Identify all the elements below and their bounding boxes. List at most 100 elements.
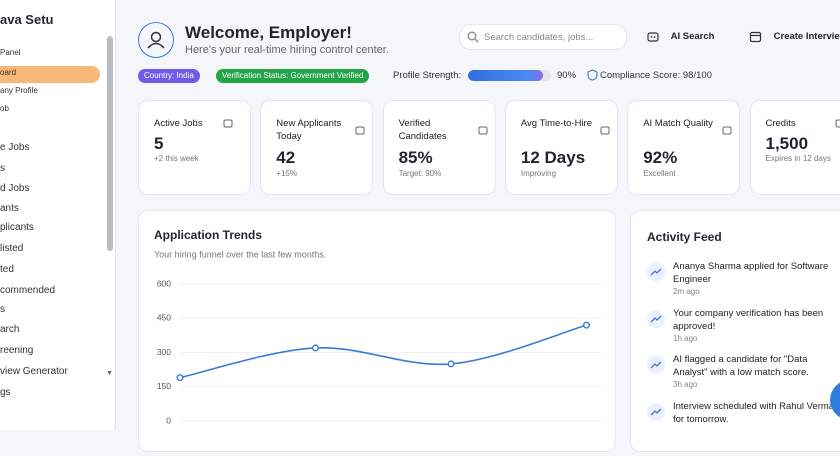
stat-value: 92% [643,148,677,168]
feed-item: Interview scheduled with Rahul Verma for… [631,401,840,446]
stat-icon [835,118,840,128]
nav-item: oard [0,68,16,77]
data-point [448,361,454,367]
stat-value: 12 Days [521,148,585,168]
calendar-icon [749,30,763,43]
feed-time: 3h ago [673,380,697,389]
progress-fill [468,70,543,81]
shield-icon [587,69,598,81]
feed-text: Your company verification has been appro… [673,308,838,333]
feed-time: 2m ago [673,287,700,296]
trend-line [180,325,587,378]
profile-strength-label: Profile Strength: [393,70,461,81]
y-tick-label: 150 [157,381,171,391]
welcome-subtitle: Here's your real-time hiring control cen… [185,44,389,56]
stat-note: Expires in 12 days [766,154,831,163]
stat-icon [722,125,732,135]
nav-item: plicants [0,222,34,233]
nav-item: commended [0,285,55,296]
feed-item: AI flagged a candidate for "Data Analyst… [631,354,840,399]
chart-subtitle: Your hiring funnel over the last few mon… [154,249,326,259]
data-point [313,345,319,351]
verification-badge: Verification Status: Government Verified [216,69,369,83]
create-interview-label: Create Interview [774,31,840,42]
search-icon [467,31,479,43]
ai-search-label: AI Search [671,31,715,42]
data-point [584,322,590,328]
activity-card: Activity Feed Ananya Sharma applied for … [630,210,840,452]
stat-note: Excellent [643,169,675,178]
nav-item: d Jobs [0,183,29,194]
feed-text: AI flagged a candidate for "Data Analyst… [673,354,838,379]
stat-value: 1,500 [766,134,809,154]
stat-label: Avg Time-to-Hire [521,117,593,130]
nav-item: Panel [0,48,20,57]
stat-label: Credits [766,117,838,130]
stat-value: 42 [276,148,295,168]
stat-icon [223,118,233,128]
nav-item: listed [0,243,23,254]
chart: Application Trends Your hiring funnel ov… [139,211,615,451]
nav-item: ob [0,104,9,113]
nav-item: gs [0,387,11,398]
stat-icon [478,125,488,135]
chart-title: Application Trends [154,228,262,242]
nav-item: arch [0,324,19,335]
stat-note: Target: 90% [399,169,442,178]
stat-card: Verified Candidates 85%Target: 90% [383,100,496,195]
trend-icon [647,356,665,374]
stat-icon [600,125,610,135]
feed-time: 1h ago [673,334,697,343]
avatar[interactable] [138,22,174,58]
ai-search-button[interactable]: AI Search [646,30,714,42]
feed-text: Ananya Sharma applied for Software Engin… [673,261,838,286]
chart-card: Application Trends Your hiring funnel ov… [138,210,616,452]
nav-item: ants [0,203,19,214]
search-placeholder: Search candidates, jobs... [484,32,593,43]
search-box[interactable]: Search candidates, jobs... [459,24,627,50]
nav-item: s [0,163,5,174]
stat-label: Active Jobs [154,117,226,130]
create-interview-button[interactable]: Create Interview [749,30,840,43]
profile-strength-value: 90% [557,70,576,81]
scroll-arrow: ▼ [106,370,113,377]
avatar-icon [139,23,173,57]
feed-item: Ananya Sharma applied for Software Engin… [631,261,840,306]
stat-card: AI Match Quality 92%Excellent [627,100,740,195]
y-tick-label: 0 [166,415,171,425]
stat-icon [355,125,365,135]
nav-item: view Generator [0,366,68,377]
data-point [177,375,183,381]
stat-note: Improving [521,169,556,178]
nav-item: s [0,304,5,315]
stat-label: Verified Candidates [399,117,471,143]
compliance-score: Compliance Score: 98/100 [600,70,712,81]
progress-track [468,70,551,81]
stat-value: 85% [399,148,433,168]
feed-item: Your company verification has been appro… [631,308,840,353]
trend-icon [647,263,665,281]
nav-item: ted [0,264,14,275]
y-tick-label: 600 [157,278,171,288]
nav-item: any Profile [0,86,38,95]
stat-label: New Applicants Today [276,117,348,143]
y-tick-label: 450 [157,313,171,323]
nav-item: reening [0,345,33,356]
stat-card: Active Jobs 5+2 this week [138,100,251,195]
robot-icon [646,30,660,42]
y-tick-label: 300 [157,347,171,357]
country-badge: Country: India [138,69,200,83]
scrollbar-thumb [107,36,113,251]
stat-value: 5 [154,134,163,154]
trend-icon [647,310,665,328]
stat-label: AI Match Quality [643,117,715,130]
stat-note: +2 this week [154,154,199,163]
trend-icon [647,403,665,421]
welcome-title: Welcome, Employer! [185,23,352,43]
nav-item: e Jobs [0,142,29,153]
